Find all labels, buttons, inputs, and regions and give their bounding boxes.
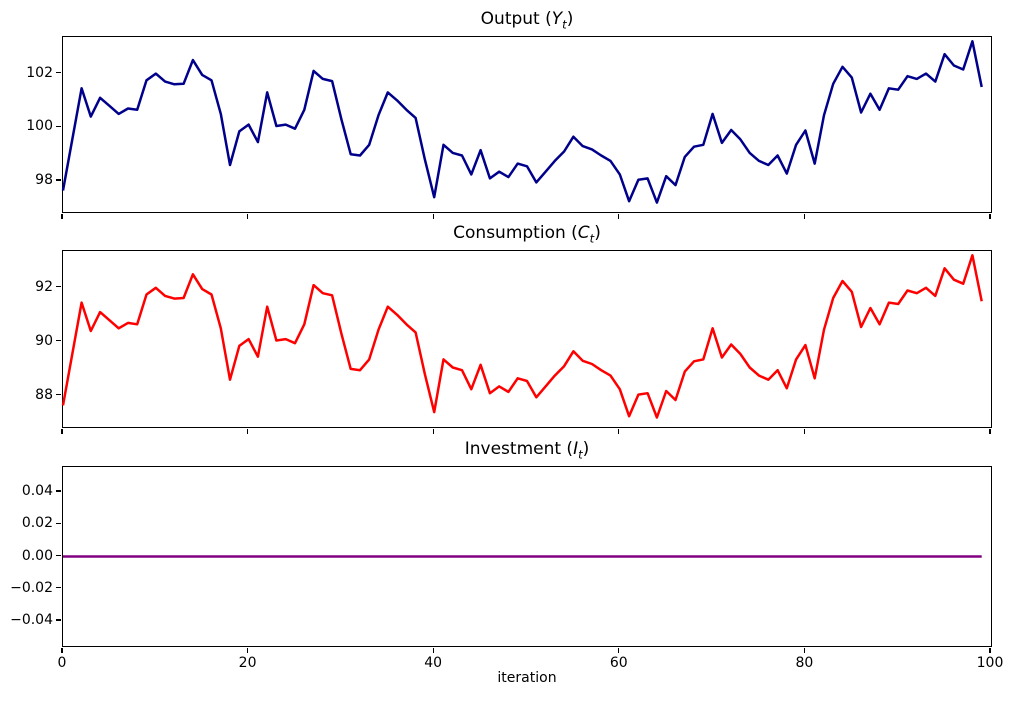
consumption-title: Consumption (Ct) — [62, 223, 992, 246]
y-tick-mark — [56, 71, 61, 74]
x-tick-label: 20 — [238, 655, 257, 671]
investment-title: Investment (It) — [62, 439, 992, 462]
consumption-panel: Consumption (Ct) 92 90 88 — [35, 223, 992, 434]
y-tick-mark — [56, 522, 61, 524]
x-tick-mark — [803, 214, 805, 219]
x-tick-label: 40 — [424, 655, 443, 671]
output-title: Output (Yt) — [62, 9, 992, 32]
x-tick-mark — [803, 648, 805, 653]
title-text: ) — [594, 223, 601, 243]
x-tick-mark — [247, 648, 249, 653]
x-axis-label: iteration — [497, 670, 557, 686]
title-text: Output ( — [480, 9, 552, 29]
y-tick-mark — [56, 125, 61, 127]
title-variable: Y — [551, 9, 563, 29]
output-plot-area — [61, 36, 992, 213]
consumption-line-svg — [61, 254, 983, 419]
title-subscript: t — [562, 17, 567, 32]
y-tick-mark — [56, 619, 61, 621]
y-tick-label: −0.04 — [10, 612, 53, 628]
y-tick-label: 88 — [35, 386, 53, 403]
y-tick-label: 0.04 — [21, 482, 53, 499]
y-tick-label: 92 — [35, 278, 53, 295]
investment-plot-area — [62, 466, 992, 647]
x-tick-label: 0 — [57, 655, 67, 671]
x-tick-label: 60 — [609, 655, 628, 671]
x-tick-mark — [618, 214, 620, 219]
title-variable: C — [577, 223, 590, 243]
x-tick-mark — [61, 214, 63, 219]
output-panel: Output (Yt) 102 100 98 — [26, 9, 992, 219]
y-tick-mark — [56, 286, 61, 288]
x-tick-mark — [989, 214, 991, 219]
investment-line-svg — [63, 555, 982, 558]
x-tick-mark — [432, 648, 434, 653]
y-tick-label: 0.00 — [21, 547, 53, 564]
x-tick-mark — [989, 429, 991, 434]
title-subscript: t — [578, 447, 583, 462]
x-tick-mark — [247, 429, 249, 434]
title-text: ) — [582, 439, 590, 459]
x-tick-mark — [618, 648, 620, 653]
output-line — [61, 40, 983, 204]
y-tick-mark — [56, 179, 61, 181]
investment-panel: Investment (It) 0.04 0.02 0.00 −0.02 −0.04 0 2… — [10, 439, 1003, 671]
x-tick-mark — [618, 429, 620, 434]
title-text: Consumption ( — [453, 223, 578, 243]
y-tick-mark — [56, 490, 61, 492]
y-tick-mark — [56, 394, 61, 396]
title-text: Investment ( — [464, 439, 574, 459]
x-tick-mark — [61, 429, 63, 434]
y-tick-mark — [56, 554, 61, 557]
x-tick-label: 100 — [976, 655, 1004, 671]
y-tick-label: 98 — [35, 172, 53, 189]
x-tick-mark — [803, 429, 805, 434]
y-tick-mark — [56, 340, 61, 342]
consumption-line — [61, 254, 983, 419]
title-variable: I — [573, 439, 579, 459]
y-tick-label: −0.02 — [10, 579, 53, 596]
consumption-plot-area — [61, 250, 992, 428]
y-tick-label: 0.02 — [21, 515, 53, 532]
y-tick-label: 102 — [26, 64, 53, 81]
y-tick-label: 100 — [26, 118, 53, 135]
x-tick-mark — [432, 214, 434, 219]
x-tick-mark — [989, 648, 991, 653]
x-tick-mark — [432, 429, 434, 434]
x-tick-mark — [247, 214, 249, 219]
title-subscript: t — [589, 231, 595, 246]
y-tick-mark — [56, 587, 61, 589]
output-line-svg — [61, 40, 983, 204]
x-tick-mark — [61, 648, 63, 653]
x-tick-label: 80 — [795, 655, 814, 671]
title-text: ) — [566, 9, 574, 29]
y-tick-label: 90 — [35, 332, 53, 349]
